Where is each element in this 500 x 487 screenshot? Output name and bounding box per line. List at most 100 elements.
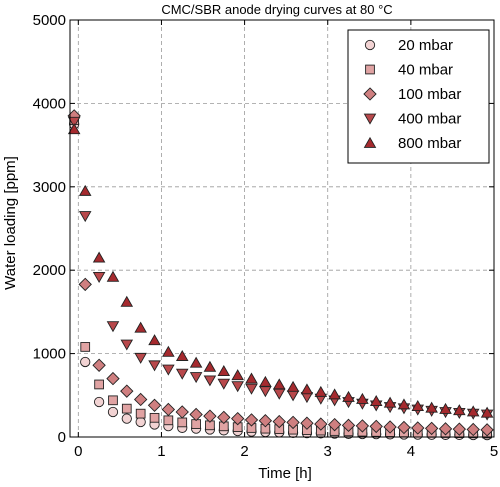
x-tick-label: 2 xyxy=(240,443,248,460)
data-point xyxy=(120,339,134,351)
data-point xyxy=(203,375,217,387)
data-point xyxy=(286,380,300,392)
data-point xyxy=(480,423,494,437)
y-tick-label: 2000 xyxy=(33,262,66,279)
legend-label: 100 mbar xyxy=(398,86,461,103)
data-point xyxy=(411,421,425,435)
y-tick-label: 1000 xyxy=(33,346,66,363)
data-point xyxy=(148,334,161,346)
data-point xyxy=(466,422,480,437)
data-point xyxy=(480,406,494,418)
legend-label: 40 mbar xyxy=(398,62,453,79)
data-point xyxy=(162,364,175,376)
y-tick-label: 5000 xyxy=(33,12,66,29)
data-point xyxy=(259,386,272,398)
data-point xyxy=(175,368,189,380)
data-point xyxy=(161,402,176,417)
data-point xyxy=(425,401,438,413)
data-point xyxy=(286,415,300,430)
data-point xyxy=(369,419,383,434)
data-point xyxy=(135,416,146,428)
legend-label: 800 mbar xyxy=(398,135,461,152)
x-tick-label: 1 xyxy=(157,443,165,460)
data-point xyxy=(453,404,466,416)
data-point xyxy=(78,277,92,292)
y-tick-label: 4000 xyxy=(33,95,66,112)
data-point xyxy=(120,384,134,398)
legend-label: 400 mbar xyxy=(398,111,461,128)
data-point xyxy=(162,345,175,357)
y-tick-label: 3000 xyxy=(33,179,66,196)
x-axis-label: Time [h] xyxy=(258,465,312,482)
y-tick-label: 0 xyxy=(58,429,66,446)
data-point xyxy=(438,422,453,436)
ticks: 0 1 2 3 4 5 0 1000 2000 3000 4000 5000 xyxy=(33,12,499,460)
data-point xyxy=(231,411,245,426)
data-point xyxy=(272,388,286,400)
data-point xyxy=(135,408,146,419)
data-point xyxy=(134,321,147,333)
data-point xyxy=(121,403,132,414)
data-point xyxy=(356,392,369,404)
data-point xyxy=(106,321,120,333)
data-point xyxy=(466,405,480,417)
data-point xyxy=(94,379,104,390)
data-point xyxy=(272,378,286,390)
data-point xyxy=(231,369,244,381)
data-point xyxy=(258,414,273,428)
legend-marker xyxy=(363,113,377,125)
data-point xyxy=(67,116,81,128)
data-point xyxy=(106,270,120,282)
data-point xyxy=(369,395,383,406)
data-point xyxy=(244,413,259,427)
data-point xyxy=(328,388,341,400)
data-point xyxy=(259,375,272,387)
data-point xyxy=(424,421,439,436)
data-point xyxy=(92,251,106,263)
data-point xyxy=(67,123,81,135)
data-layer xyxy=(67,109,494,441)
data-point xyxy=(383,396,397,408)
data-point xyxy=(92,272,106,284)
data-point xyxy=(411,400,425,411)
data-point xyxy=(147,398,162,412)
data-point xyxy=(163,415,174,426)
series-2 xyxy=(67,109,494,437)
data-point xyxy=(286,390,300,402)
data-point xyxy=(133,392,148,407)
data-point xyxy=(397,398,411,410)
legend-marker xyxy=(364,39,376,51)
data-point xyxy=(121,413,132,424)
data-point xyxy=(217,410,231,425)
data-point xyxy=(341,418,356,433)
data-point xyxy=(189,356,203,368)
data-point xyxy=(452,422,467,436)
data-point xyxy=(106,371,120,386)
data-point xyxy=(149,412,160,423)
data-point xyxy=(217,364,231,376)
legend-marker xyxy=(363,136,377,148)
legend-marker xyxy=(365,64,375,75)
data-point xyxy=(175,349,189,361)
data-point xyxy=(314,385,328,397)
x-tick-label: 3 xyxy=(324,443,332,460)
data-point xyxy=(108,395,118,406)
data-point xyxy=(314,417,328,431)
data-point xyxy=(175,405,189,419)
data-point xyxy=(397,420,411,435)
data-point xyxy=(203,409,217,423)
data-point xyxy=(107,406,119,418)
data-point xyxy=(245,372,258,384)
data-point xyxy=(189,372,203,384)
data-point xyxy=(217,378,231,390)
data-point xyxy=(189,407,203,422)
legend: 20 mbar 40 mbar 100 mbar 400 mbar 800 mbar xyxy=(347,29,490,164)
data-point xyxy=(245,383,258,395)
series-4 xyxy=(67,123,494,418)
data-point xyxy=(92,358,106,372)
data-point xyxy=(93,396,105,408)
data-point xyxy=(231,381,244,393)
data-point xyxy=(148,360,161,372)
